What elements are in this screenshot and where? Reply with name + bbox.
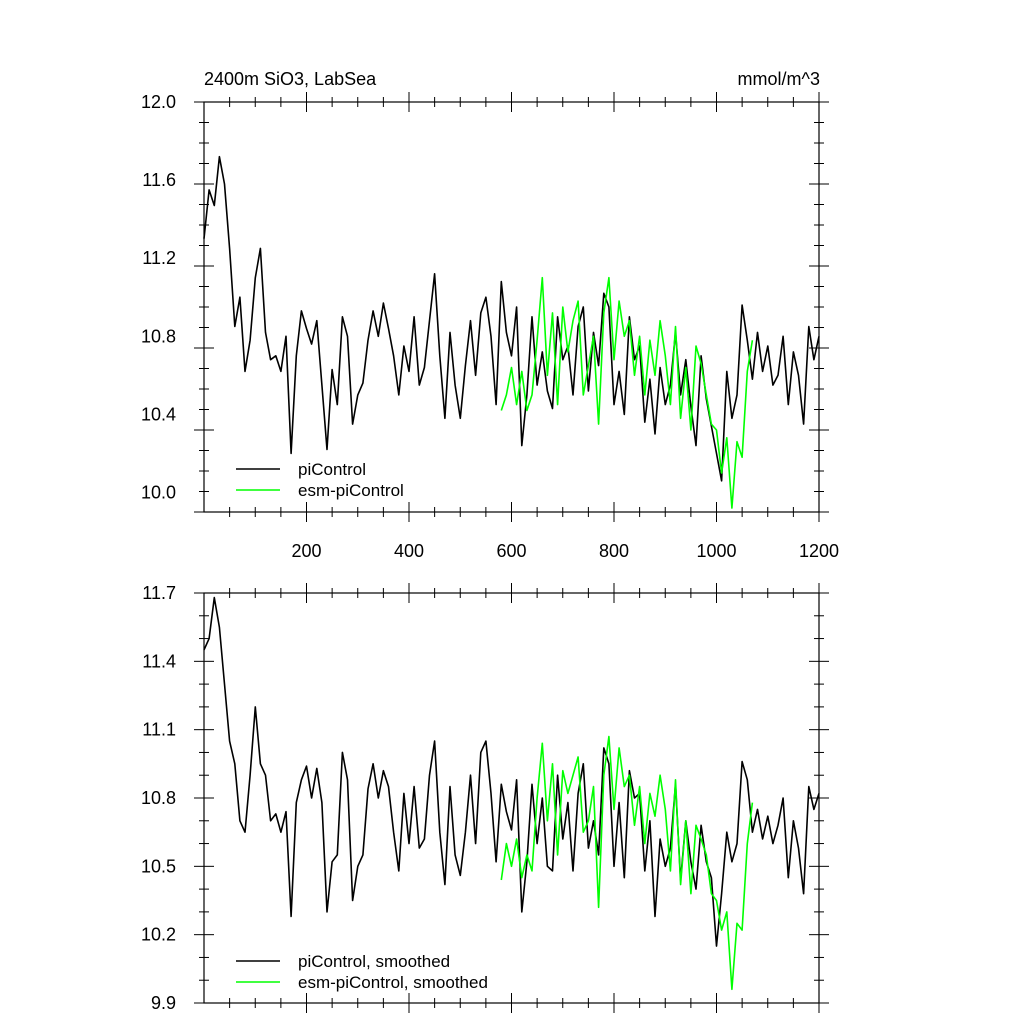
y-tick-label: 12.0	[141, 92, 176, 112]
x-tick-label: 200	[291, 541, 321, 561]
y-tick-label: 9.9	[151, 993, 176, 1013]
series-line-1	[500, 735, 754, 991]
y-tick-label: 11.2	[142, 248, 176, 268]
y-tick-label: 10.4	[141, 404, 176, 424]
top-legend-label-1: esm-piControl	[298, 481, 404, 500]
series-line-0	[203, 596, 820, 947]
x-tick-label: 1000	[696, 541, 736, 561]
bottom-legend-label-0: piControl, smoothed	[298, 952, 450, 971]
top-series-lines	[203, 155, 820, 509]
top-x-tick-labels: 200 400 600 800 1000 1200	[291, 541, 839, 561]
x-tick-label: 800	[599, 541, 629, 561]
y-tick-label: 11.1	[142, 720, 176, 740]
bottom-y-tick-labels: 9.9 10.2 10.5 10.8 11.1 11.4 11.7	[141, 583, 176, 1013]
y-tick-label: 11.7	[142, 583, 176, 603]
x-tick-label: 600	[496, 541, 526, 561]
x-tick-label: 400	[394, 541, 424, 561]
top-tick-marks	[194, 92, 829, 522]
y-tick-label: 10.8	[141, 326, 176, 346]
top-chart-title: 2400m SiO3, LabSea	[204, 69, 377, 89]
bottom-legend-label-1: esm-piControl, smoothed	[298, 973, 488, 992]
top-chart-units: mmol/m^3	[738, 69, 820, 89]
bottom-legend: piControl, smoothed esm-piControl, smoot…	[236, 952, 488, 992]
bottom-tick-marks	[194, 583, 829, 1013]
bottom-series-lines	[203, 596, 820, 991]
series-line-0	[203, 155, 820, 482]
top-legend: piControl esm-piControl	[236, 460, 404, 500]
y-tick-label: 11.6	[142, 170, 176, 190]
top-legend-label-0: piControl	[298, 460, 366, 479]
top-panel: 2400m SiO3, LabSea mmol/m^3 200 400 600 800…	[141, 69, 839, 561]
bottom-panel: 9.9 10.2 10.5 10.8 11.1 11.4 11.7 piControl, s…	[141, 583, 829, 1013]
y-tick-label: 10.0	[141, 482, 176, 502]
y-tick-label: 10.8	[141, 788, 176, 808]
x-tick-label: 1200	[799, 541, 839, 561]
y-tick-label: 10.5	[141, 856, 176, 876]
top-plot-frame	[203, 101, 820, 513]
y-tick-label: 10.2	[141, 925, 176, 945]
top-y-tick-labels: 10.0 10.4 10.8 11.2 11.6 12.0	[141, 92, 176, 502]
y-tick-label: 11.4	[142, 651, 176, 671]
series-line-1	[500, 276, 754, 509]
bottom-plot-frame	[203, 592, 820, 1004]
